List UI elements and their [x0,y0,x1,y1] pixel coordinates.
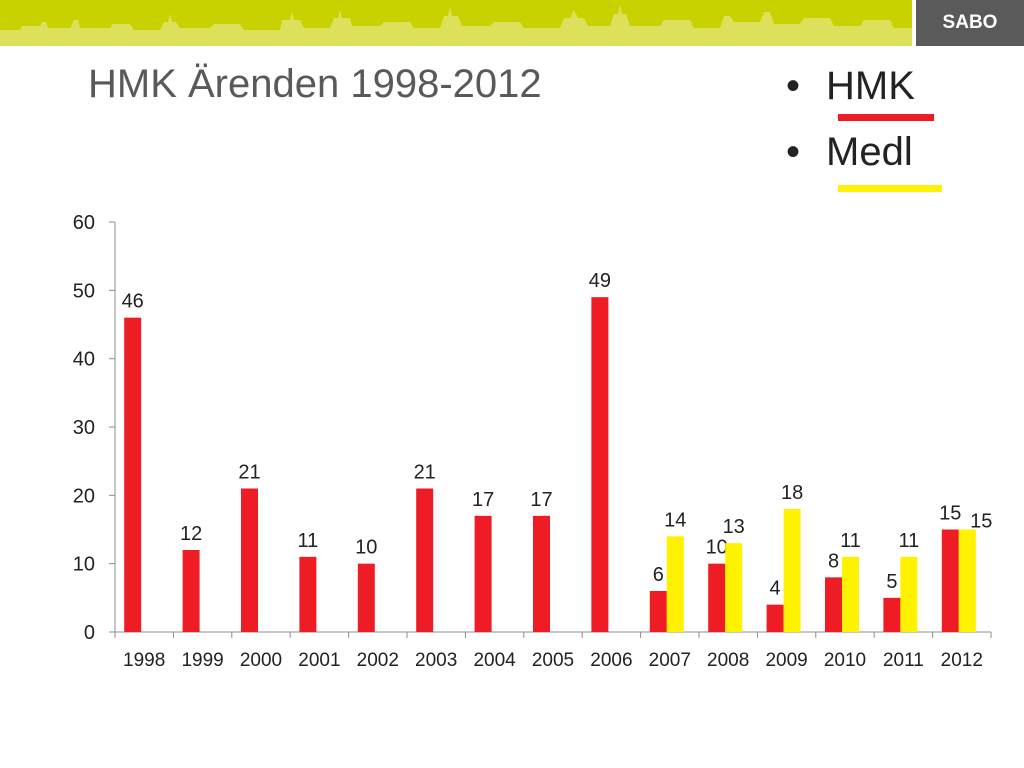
bar-hmk [124,317,142,632]
data-label-hmk: 17 [472,489,494,511]
bar-medl [958,529,976,632]
x-tick-label: 2010 [824,650,866,671]
bar-hmk [474,515,492,632]
sabo-logo: SABO [916,0,1024,46]
bar-medl [783,509,801,632]
x-tick-label: 2003 [415,650,457,671]
bar-chart: 0 10 20 30 40 50 60 1998 1999 2000 2001 2002 2003 200… [73,212,993,671]
x-tick-label: 2007 [649,650,691,671]
x-tick-label: 2009 [765,650,807,671]
data-label-hmk: 15 [939,503,961,525]
bar-hmk [357,563,375,632]
data-label-hmk: 10 [706,537,728,559]
legend-swatch-medl [838,185,942,192]
data-label-hmk: 12 [180,523,202,545]
x-tick-label: 2000 [240,650,282,671]
bar-medl [900,556,918,632]
data-label-hmk: 21 [238,462,260,484]
bar-hmk [182,550,200,632]
y-tick-label: 40 [73,349,95,371]
legend: • HMK • Medl [786,64,986,204]
bullet-icon: • [786,64,801,108]
bar-hmk [766,604,784,632]
bar-hmk [941,529,959,632]
bar-hmk [241,488,258,632]
x-tick-label: 2001 [298,650,340,671]
x-tick-label: 2012 [941,650,983,671]
bar-medl [666,536,684,632]
x-tick-label: 2011 [883,650,924,671]
y-tick-label: 50 [73,280,95,302]
legend-entry-hmk: • HMK [786,64,915,109]
data-label-hmk: 5 [886,571,897,593]
x-tick-label: 2002 [357,650,399,671]
data-label-medl: 13 [723,516,745,538]
legend-label-medl: Medl [826,130,913,174]
x-tick-label: 2004 [473,650,516,671]
y-tick-label: 60 [73,212,95,234]
x-tick-label: 2006 [590,650,632,671]
x-tick-label: 1998 [123,650,165,671]
bar-hmk [825,577,842,632]
data-label-medl: 11 [899,530,920,552]
bar-medl [842,556,859,632]
data-label-hmk: 6 [653,564,664,586]
x-tick-label: 1999 [181,650,223,671]
data-label-medl: 15 [970,511,992,533]
bar-hmk [533,515,550,632]
y-tick-label: 30 [73,417,95,439]
bar-hmk [883,597,901,632]
y-tick-label: 20 [73,485,95,507]
data-label-hmk: 11 [298,530,319,552]
data-label-hmk: 46 [122,291,144,313]
bullet-icon: • [786,130,801,174]
legend-swatch-hmk [838,114,934,121]
legend-label-hmk: HMK [826,64,915,108]
bar-hmk [649,591,667,632]
data-label-hmk: 10 [355,537,377,559]
slide-title: HMK Ärenden 1998-2012 [88,62,542,106]
data-label-medl: 14 [664,509,686,531]
bar-hmk [708,563,726,632]
data-label-hmk: 17 [530,489,552,511]
y-tick-label: 0 [84,622,95,644]
x-tick-label: 2008 [707,650,749,671]
y-tick-label: 10 [73,554,95,576]
data-label-hmk: 8 [828,550,839,572]
data-label-medl: 18 [781,482,803,504]
city-skyline-silhouette [0,4,912,46]
data-label-hmk: 49 [589,270,611,292]
data-label-medl: 11 [840,530,861,552]
header-banner [0,0,912,46]
x-tick-label: 2005 [532,650,574,671]
bar-hmk [416,488,434,632]
bar-hmk [591,297,609,632]
bar-medl [725,543,743,632]
legend-entry-medl: • Medl [786,130,913,175]
data-label-hmk: 4 [770,578,781,600]
data-label-hmk: 21 [414,462,436,484]
bar-hmk [299,556,317,632]
